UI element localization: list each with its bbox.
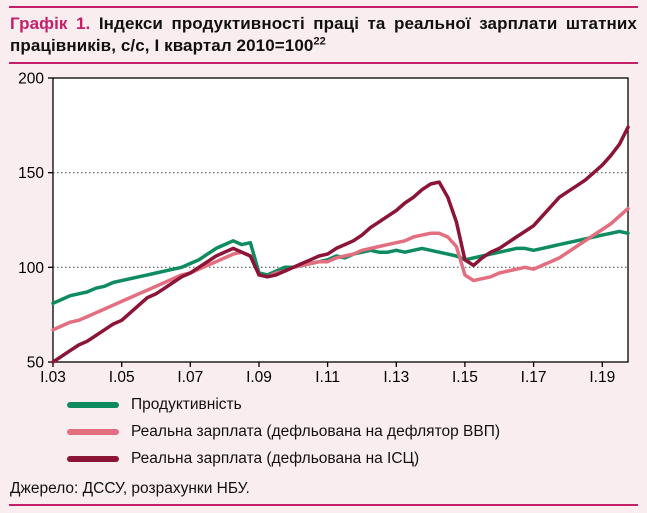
legend-label: Реальна зарплата (дефльована на ІСЦ)	[131, 449, 420, 467]
footnote-marker: 22	[313, 35, 326, 48]
svg-text:І.15: І.15	[452, 369, 478, 386]
svg-text:І.19: І.19	[589, 369, 615, 386]
svg-text:І.13: І.13	[383, 369, 409, 386]
legend-swatch-real-wage-gdp-deflator	[67, 428, 119, 435]
svg-text:І.07: І.07	[177, 369, 203, 386]
svg-text:І.11: І.11	[315, 369, 340, 386]
svg-text:І.17: І.17	[521, 369, 547, 386]
chart-legend: Продуктивність Реальна зарплата (дефльов…	[67, 396, 638, 468]
page-title: Графік 1. Індекси продуктивності праці т…	[10, 13, 637, 57]
svg-text:200: 200	[18, 71, 44, 88]
svg-text:І.03: І.03	[40, 369, 66, 386]
source-text: Джерело: ДССУ, розрахунки НБУ.	[10, 479, 250, 497]
legend-item: Реальна зарплата (дефльована на дефлятор…	[67, 423, 638, 441]
title-divider	[9, 61, 638, 64]
legend-item: Реальна зарплата (дефльована на ІСЦ)	[67, 450, 638, 468]
bottom-divider	[9, 503, 638, 506]
svg-text:150: 150	[18, 165, 44, 182]
chart-title-text: Індекси продуктивності праці та реальної…	[10, 14, 637, 55]
legend-label: Реальна зарплата (дефльована на дефлятор…	[131, 422, 501, 440]
svg-text:І.05: І.05	[109, 369, 135, 386]
legend-item: Продуктивність	[67, 396, 638, 414]
legend-swatch-real-wage-cpi	[67, 455, 119, 462]
chart-svg: 50 100 150 200 І.03 І.05 І.07 І.09 І.11 І.13 І.15 І…	[18, 70, 630, 386]
chart-number-label: Графік 1.	[10, 14, 91, 33]
svg-text:100: 100	[18, 259, 44, 276]
svg-text:І.09: І.09	[246, 369, 272, 386]
legend-swatch-productivity	[67, 401, 119, 408]
svg-text:50: 50	[27, 354, 45, 371]
top-divider	[9, 6, 638, 8]
legend-label: Продуктивність	[131, 395, 242, 413]
line-chart: 50 100 150 200 І.03 І.05 І.07 І.09 І.11 І.13 І.15 І…	[9, 70, 638, 394]
